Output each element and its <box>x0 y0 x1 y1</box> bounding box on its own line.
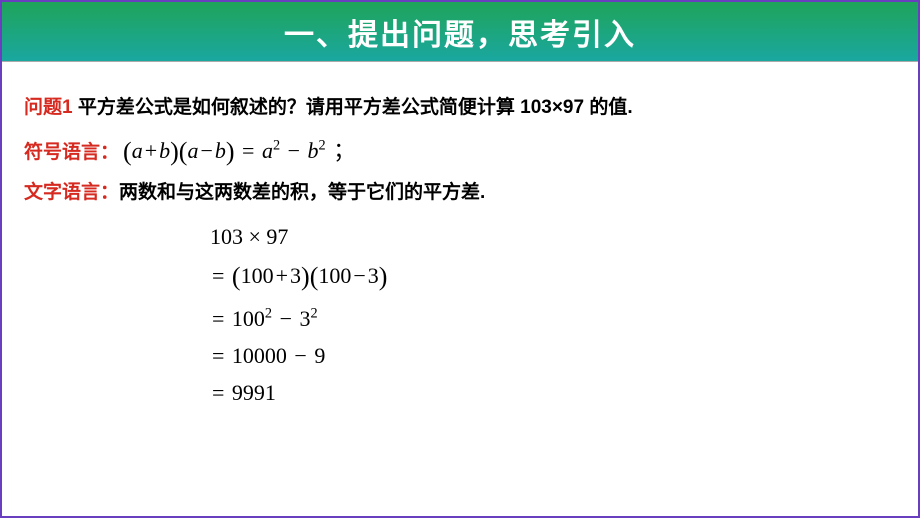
calc-r4-eq: = <box>210 343 226 368</box>
rhs-b: b <box>308 138 319 163</box>
difference-of-squares-formula: (a+b)(a−b) = a2 − b2 ； <box>119 133 357 167</box>
calc-r2-p1c: ) <box>301 262 310 291</box>
slide-content: 问题1 平方差公式是如何叙述的？请用平方差公式简便计算 103×97 的值. 符… <box>2 62 918 412</box>
op-eq: = <box>240 138 256 163</box>
calc-r5-eq: = <box>210 380 226 405</box>
calc-r2-100a: 100 <box>241 263 274 288</box>
calc-r4-b: 9 <box>314 343 325 368</box>
calc-r2-100b: 100 <box>318 263 351 288</box>
symbol-label: 符号语言： <box>24 137 119 164</box>
rhs-a-exp: 2 <box>273 138 280 154</box>
question-label: 问题1 <box>24 97 73 118</box>
text-label: 文字语言： <box>24 182 119 203</box>
calc-row-5: = 9991 <box>210 374 896 411</box>
calc-r4-a: 10000 <box>232 343 287 368</box>
rhs-minus: − <box>286 138 302 163</box>
formula-tail: ； <box>331 138 357 163</box>
calc-r3-3: 3 <box>300 306 311 331</box>
question-line: 问题1 平方差公式是如何叙述的？请用平方差公式简便计算 103×97 的值. <box>24 92 896 119</box>
calc-r2-minus: − <box>351 263 367 288</box>
calc-r3-minus: − <box>278 306 294 331</box>
calc-r3-exp2: 2 <box>311 305 318 321</box>
calc-r3-eq: = <box>210 306 226 331</box>
header-title: 一、提出问题，思考引入 <box>284 10 636 54</box>
calc-row-1: 103 × 97 <box>210 218 896 255</box>
calc-r3-100: 100 <box>232 306 265 331</box>
var-a-2: a <box>187 138 198 163</box>
calc-r2-3b: 3 <box>368 263 379 288</box>
text-language-line: 文字语言：两数和与这两数差的积，等于它们的平方差. <box>24 177 896 204</box>
var-b: b <box>159 138 170 163</box>
rhs-b-exp: 2 <box>319 138 326 154</box>
calc-r3-exp1: 2 <box>265 305 272 321</box>
paren-close: ) <box>170 137 179 166</box>
rhs-a: a <box>262 138 273 163</box>
op-minus: − <box>198 138 214 163</box>
paren-close-2: ) <box>226 137 235 166</box>
paren-open: ( <box>123 137 132 166</box>
calc-r1: 103 × 97 <box>210 224 288 249</box>
calc-r2-3a: 3 <box>290 263 301 288</box>
calculation-block: 103 × 97 = (100+3)(100−3) = 1002 − 32 = … <box>24 218 896 412</box>
calc-row-4: = 10000 − 9 <box>210 337 896 374</box>
op-plus: + <box>143 138 159 163</box>
calc-r5-v: 9991 <box>232 380 276 405</box>
calc-row-3: = 1002 − 32 <box>210 300 896 337</box>
question-text: 平方差公式是如何叙述的？请用平方差公式简便计算 103×97 的值. <box>78 97 633 118</box>
calc-r2-eq: = <box>210 263 226 288</box>
calc-r4-minus: − <box>292 343 308 368</box>
slide-header: 一、提出问题，思考引入 <box>2 2 918 62</box>
calc-r2-p1o: ( <box>232 262 241 291</box>
text-description: 两数和与这两数差的积，等于它们的平方差. <box>119 182 485 203</box>
calc-r2-p2c: ) <box>379 262 388 291</box>
var-a: a <box>132 138 143 163</box>
symbol-language-line: 符号语言： (a+b)(a−b) = a2 − b2 ； <box>24 133 896 167</box>
calc-row-2: = (100+3)(100−3) <box>210 255 896 299</box>
calc-r2-plus: + <box>274 263 290 288</box>
var-b-2: b <box>215 138 226 163</box>
